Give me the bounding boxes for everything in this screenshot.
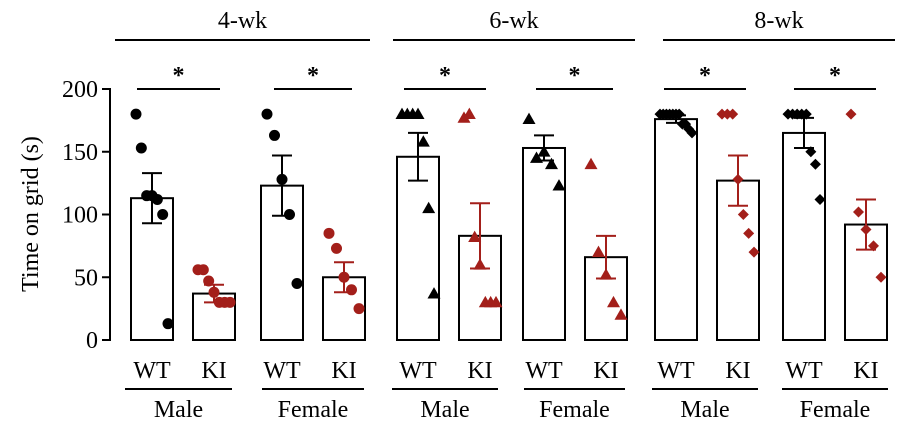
data-point — [130, 108, 142, 120]
data-point — [584, 157, 598, 170]
x-tick-label: WT — [263, 358, 301, 384]
y-tick-label: 200 — [62, 77, 98, 103]
data-point — [800, 108, 812, 120]
data-point — [468, 230, 482, 242]
significance-star: * — [699, 63, 711, 89]
bar — [782, 131, 826, 341]
data-point — [427, 287, 441, 299]
x-tick-label: KI — [201, 358, 226, 384]
age-label: 8-wk — [754, 8, 803, 34]
data-point — [416, 135, 430, 147]
data-point — [853, 206, 864, 218]
data-point — [845, 108, 857, 120]
x-tick-label: WT — [133, 358, 171, 384]
significance-star: * — [439, 63, 451, 89]
bar — [716, 179, 760, 341]
data-point — [261, 108, 273, 120]
sex-label: Female — [800, 397, 871, 423]
age-label: 4-wk — [218, 8, 267, 34]
data-point — [203, 275, 215, 287]
significance-star: * — [829, 63, 841, 89]
x-tick-label: KI — [725, 358, 750, 384]
x-tick-label: WT — [657, 358, 695, 384]
data-point — [323, 227, 335, 239]
x-tick-label: WT — [785, 358, 823, 384]
data-point — [875, 271, 887, 283]
x-tick-label: WT — [525, 358, 563, 384]
data-point — [614, 308, 628, 320]
data-point — [162, 318, 174, 330]
sex-label: Male — [680, 397, 729, 423]
significance-star: * — [173, 63, 185, 89]
y-tick-label: 150 — [62, 140, 98, 166]
y-tick-label: 0 — [86, 328, 98, 354]
data-point — [151, 193, 163, 205]
data-point — [269, 129, 280, 141]
significance-star: * — [307, 63, 319, 89]
data-point — [805, 146, 817, 158]
data-point — [809, 158, 821, 170]
sex-label: Male — [154, 397, 203, 423]
data-point — [592, 245, 605, 258]
data-point — [197, 264, 209, 276]
data-point — [522, 112, 536, 124]
data-point — [411, 107, 425, 119]
data-point — [284, 209, 295, 220]
data-point — [291, 278, 303, 290]
data-point — [462, 107, 476, 119]
y-tick-label: 100 — [62, 203, 98, 229]
data-point — [748, 246, 760, 258]
sex-label: Female — [539, 397, 610, 423]
x-tick-label: WT — [399, 358, 437, 384]
data-point — [686, 127, 698, 139]
data-point — [868, 240, 879, 252]
x-tick-label: KI — [331, 358, 356, 384]
y-tick-label: 50 — [74, 265, 98, 291]
data-point — [331, 242, 342, 254]
data-point — [135, 142, 147, 154]
age-label: 6-wk — [489, 8, 538, 34]
data-point — [422, 201, 436, 214]
data-point — [353, 303, 365, 315]
data-point — [552, 179, 566, 191]
data-point — [489, 295, 503, 308]
data-point — [346, 284, 357, 296]
significance-star: * — [569, 63, 581, 89]
x-tick-label: KI — [853, 358, 878, 384]
x-tick-label: KI — [593, 358, 618, 384]
x-tick-label: KI — [467, 358, 492, 384]
data-point — [224, 296, 236, 308]
y-axis-label: Time on grid (s) — [18, 136, 44, 292]
data-point — [814, 193, 826, 205]
data-point — [607, 295, 620, 308]
bar — [396, 155, 440, 341]
data-point — [157, 209, 169, 220]
data-point — [743, 227, 755, 239]
bar — [522, 146, 566, 341]
sex-label: Female — [278, 397, 349, 423]
data-point — [727, 108, 739, 120]
data-point — [545, 157, 558, 170]
data-point — [737, 209, 749, 220]
bar — [654, 118, 698, 342]
sex-label: Male — [420, 397, 469, 423]
